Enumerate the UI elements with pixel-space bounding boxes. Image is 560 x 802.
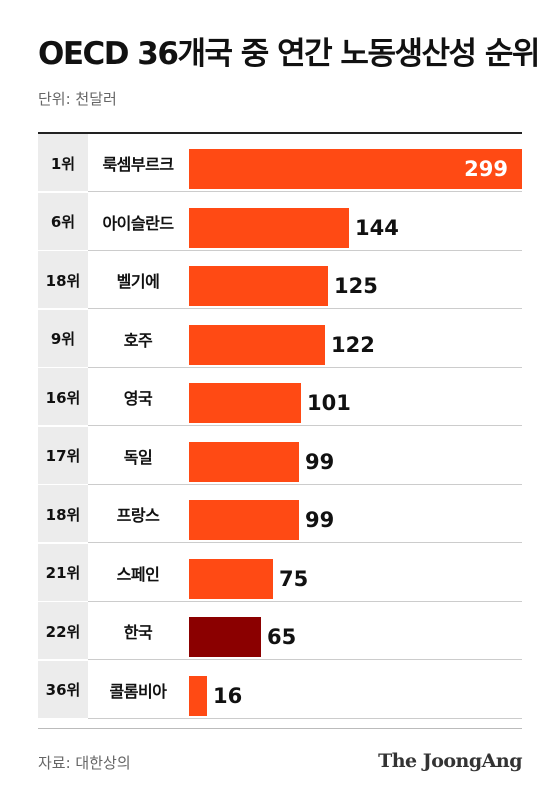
data-label: 65 [267,625,297,649]
rank-divider [38,600,88,602]
bar [189,675,207,716]
bar [189,617,261,657]
rank-label: 18위 [38,251,88,309]
data-label: 122 [331,332,375,357]
chart-row: 36위 콜롬비아 16 [38,660,522,719]
chart-row: 18위 프랑스 99 [38,485,522,543]
bar [189,383,301,423]
row-divider [38,308,522,309]
chart-row: 21위 스페인 75 [38,543,522,602]
row-divider [38,717,522,719]
data-label: 16 [213,683,243,708]
category-label: 콜롬비아 [109,681,167,701]
row-divider [38,483,522,485]
row-divider [38,366,522,368]
rank-divider [38,366,88,368]
category-label: 아이슬란드 [102,213,174,233]
data-label: 75 [279,566,309,591]
bar [189,500,299,540]
rank-divider [38,542,88,543]
category-label: 독일 [123,447,153,467]
chart-row: 9위 호주 122 [38,309,522,368]
rank-divider [38,191,88,192]
row-divider [38,542,522,543]
bottom-divider [38,728,522,729]
rank-divider [38,308,88,309]
unit-label: 단위: 천달러 [38,90,117,108]
category-label: 호주 [123,330,153,350]
rank-divider [38,425,88,426]
rank-label: 18위 [38,485,88,543]
source-label: 자료: 대한상의 [38,754,131,772]
rank-label: 21위 [38,543,88,602]
rank-label: 36위 [38,660,88,719]
data-label: 99 [305,508,335,532]
bar [189,266,328,306]
bar [189,149,522,189]
data-label: 125 [334,274,378,298]
rank-label: 16위 [38,368,88,426]
chart-row: 22위 한국 65 [38,602,522,660]
rank-divider [38,717,88,719]
rank-label: 17위 [38,426,88,485]
category-label: 벨기에 [116,272,160,291]
category-label: 스페인 [116,564,160,584]
category-label: 영국 [123,389,153,408]
row-divider [38,249,522,251]
bar [189,441,299,482]
row-divider [38,659,522,660]
top-divider [38,132,522,134]
rank-label: 6위 [38,192,88,251]
rank-label: 22위 [38,602,88,660]
category-label: 프랑스 [116,506,160,525]
data-label: 299 [464,157,508,181]
publisher-logo: The JoongAng [378,750,522,772]
category-label: 한국 [123,623,153,642]
data-label: 101 [307,391,351,415]
bar [189,324,325,365]
row-divider [38,191,522,192]
row-divider [38,425,522,426]
bar-chart: 1위 룩셈부르크 299 6위 아이슬란드 144 18위 벨기에 125 9위 호주 122 16위 영… [38,134,522,728]
chart-row: 1위 룩셈부르크 299 [38,134,522,192]
rank-divider [38,483,88,485]
data-label: 99 [305,449,335,474]
bar [189,207,349,248]
chart-row: 17위 독일 99 [38,426,522,485]
chart-title: OECD 36개국 중 연간 노동생산성 순위 [38,36,540,72]
chart-row: 6위 아이슬란드 144 [38,192,522,251]
row-divider [38,600,522,602]
rank-divider [38,659,88,660]
rank-label: 1위 [38,134,88,192]
bar [189,558,273,599]
rank-label: 9위 [38,309,88,368]
category-label: 룩셈부르크 [102,155,174,174]
chart-row: 18위 벨기에 125 [38,251,522,309]
rank-divider [38,249,88,251]
chart-row: 16위 영국 101 [38,368,522,426]
data-label: 144 [355,215,399,240]
